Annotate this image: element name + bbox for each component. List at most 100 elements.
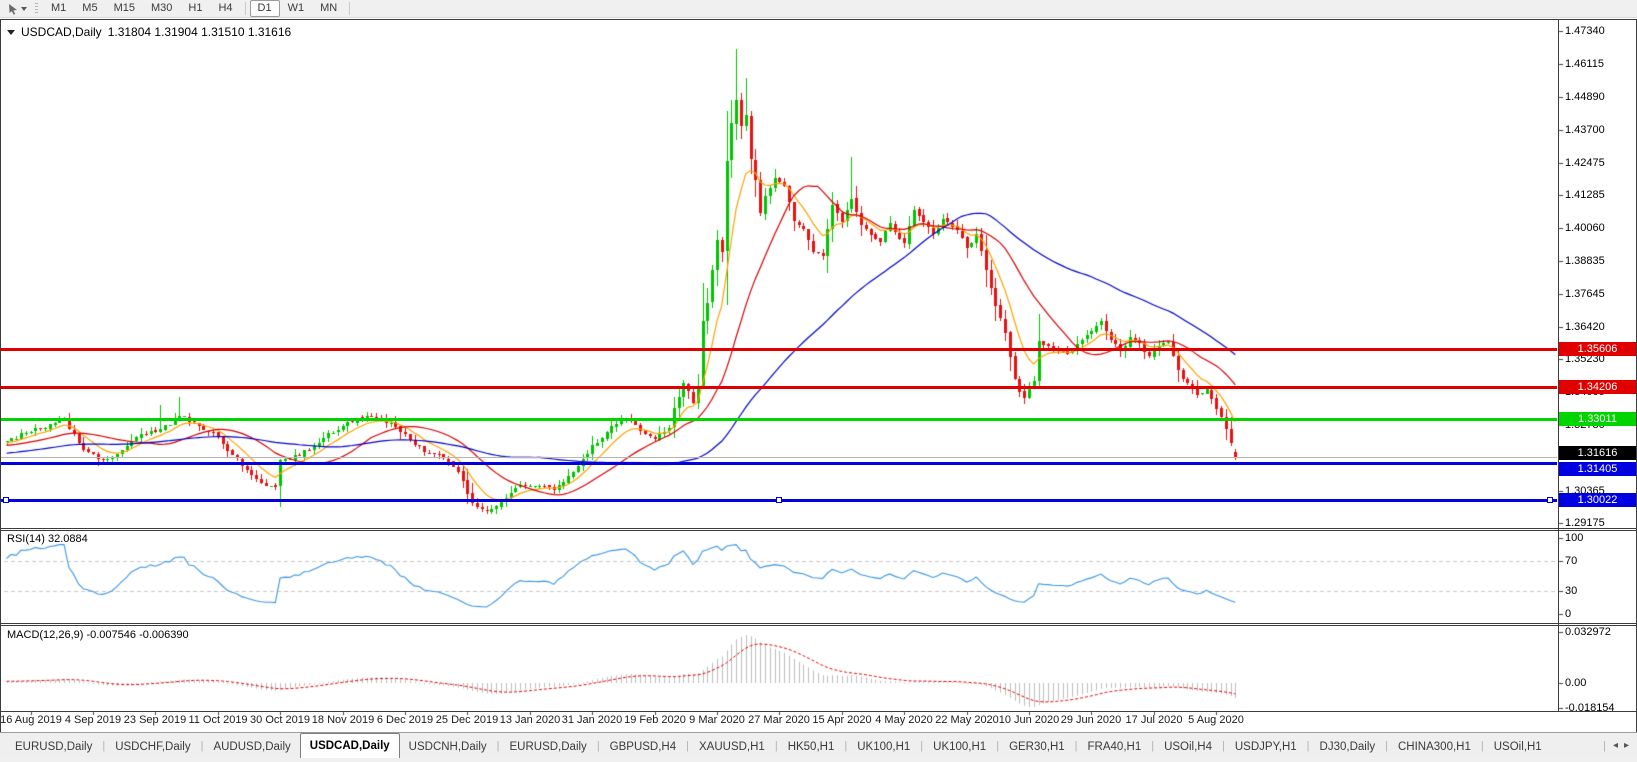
chart-tab-audusd-daily[interactable]: AUDUSD,Daily [213,741,291,753]
tab-separator: | [774,739,778,752]
cursor-tool-button[interactable] [4,3,30,15]
chart-tab-eurusd-daily[interactable]: EURUSD,Daily [15,741,93,753]
hline-price-badge: 1.34206 [1559,380,1636,394]
date-tick-label: 4 May 2020 [875,714,933,726]
main-panel-border-bottom [0,528,1637,529]
chart-tab-ger30-h1[interactable]: GER30,H1 [1009,741,1065,753]
chart-tab-gbpusd-h4[interactable]: GBPUSD,H4 [609,741,677,753]
tab-separator: | [1480,739,1484,752]
tab-separator: | [1151,739,1155,752]
line-drag-handle[interactable] [776,497,782,503]
toolbar-grip-handle[interactable] [35,2,38,15]
chart-tab-dj30-daily[interactable]: DJ30,Daily [1319,741,1376,753]
timeframe-button-h1[interactable]: H1 [188,2,203,14]
timeframe-button-w1[interactable]: W1 [287,2,305,14]
hline-price-badge: 1.30022 [1559,493,1636,507]
chart-tab-eurusd-daily[interactable]: EURUSD,Daily [509,741,587,753]
hline-1-33011[interactable] [1,418,1557,421]
toolbar-separator [349,2,351,15]
chart-tab-fra40-h1[interactable]: FRA40,H1 [1087,741,1142,753]
macd-tick-label: 0.00 [1565,677,1587,689]
tab-separator: | [102,739,106,752]
chart-tab-usdcad-daily[interactable]: USDCAD,Daily [299,733,400,758]
date-tick-label: 18 Nov 2019 [311,714,375,726]
date-tick-label: 23 Sep 2019 [123,714,187,726]
chart-tab-china300-h1[interactable]: CHINA300,H1 [1398,741,1471,753]
tab-separator: | [1222,739,1225,752]
tab-scroll-right-button[interactable]: ▸ [1623,740,1629,751]
tab-separator: | [1385,739,1388,752]
rsi-tick-label: 100 [1565,532,1584,544]
chart-tab-usdchf-daily[interactable]: USDCHF,Daily [115,741,191,753]
chart-tab-usoil-h1[interactable]: USOil,H1 [1493,741,1542,753]
date-tick-label: 25 Dec 2019 [435,714,499,726]
chart-menu-caret-icon[interactable] [7,29,15,35]
chart-tab-usdjpy-h1[interactable]: USDJPY,H1 [1234,741,1297,753]
rsi-tick-label: 0 [1565,608,1572,620]
rsi-indicator-label: RSI(14) 32.0884 [7,533,88,545]
rsi-panel-border-top [0,530,1637,531]
chart-tab-usoil-h4[interactable]: USOil,H4 [1164,741,1213,753]
price-tick-label: 1.43700 [1565,124,1605,136]
timeframe-button-mn[interactable]: MN [320,2,338,14]
timeframe-button-m15[interactable]: M15 [113,2,135,14]
price-tick-label: 1.41285 [1565,189,1605,201]
rsi-tick-label: 30 [1565,585,1578,597]
chevron-down-icon [21,6,27,11]
date-tick-label: 4 Sep 2019 [64,714,122,726]
chart-tab-bar: EURUSD,Daily | USDCHF,Daily | AUDUSD,Daily US… [0,732,1637,758]
window-border-top [0,19,1637,20]
tab-separator: | [1603,739,1606,752]
tab-scroll-controls: | ◂ ▸ [1594,740,1637,752]
window-border-left [0,19,1,732]
price-tick-label: 1.46115 [1565,58,1604,70]
hline-price-badge: 1.31405 [1559,462,1636,476]
line-drag-handle[interactable] [3,497,9,503]
chart-tab-uk100-h1[interactable]: UK100,H1 [933,741,987,753]
chart-title-symbol: USDCAD,Daily [21,25,102,39]
tab-scroll-left-button[interactable]: ◂ [1612,740,1618,751]
rsi-tick-label: 70 [1565,555,1578,567]
price-tick-label: 1.35230 [1565,353,1605,365]
tab-separator: | [1074,739,1078,752]
price-tick-label: 1.47340 [1565,25,1605,37]
price-tick-label: 1.37645 [1565,288,1605,300]
macd-tick-label: -0.018154 [1565,702,1615,714]
timeframe-button-m1[interactable]: M1 [51,2,67,14]
cursor-icon [9,3,17,15]
hline-1-34206[interactable] [1,386,1557,389]
date-tick-label: 13 Jan 2020 [499,714,561,726]
tab-separator: | [844,739,848,752]
price-tick-label: 1.40060 [1565,222,1605,234]
price-tick-label: 1.44890 [1565,91,1605,103]
tab-separator: | [200,739,204,752]
timeframe-button-d1[interactable]: D1 [249,0,280,17]
tab-separator: | [1306,739,1310,752]
hline-price-badge: 1.35606 [1559,342,1636,356]
hline-price-badge: 1.33011 [1559,412,1636,426]
hline-1-35606[interactable] [1,348,1557,351]
chart-tab-uk100-h1[interactable]: UK100,H1 [857,741,911,753]
tab-separator: | [496,739,500,752]
toolbar-separator [244,2,246,15]
date-tick-label: 31 Jan 2020 [561,714,623,726]
line-drag-handle[interactable] [1547,497,1553,503]
date-tick-label: 11 Oct 2019 [188,714,248,726]
hline-1-31405[interactable] [1,462,1557,465]
price-axis-separator [1558,20,1559,711]
price-tick-label: 1.42475 [1565,157,1605,169]
date-tick-label: 6 Dec 2019 [376,714,434,726]
price-tick-label: 1.38835 [1565,255,1605,267]
tab-separator: | [596,739,600,752]
rsi-panel-border-bottom [0,623,1637,624]
timeframe-button-h4[interactable]: H4 [218,2,233,14]
timeframe-button-m5[interactable]: M5 [82,2,98,14]
chart-tab-xauusd-h1[interactable]: XAUUSD,H1 [699,741,765,753]
timeframe-toolbar: M1 M5 M15 M30 H1 H4 D1 W1 MN [0,0,1637,18]
chart-tab-usdcnh-daily[interactable]: USDCNH,Daily [408,741,487,753]
date-tick-label: 30 Oct 2019 [250,714,310,726]
timeframe-button-m30[interactable]: M30 [150,2,173,14]
chart-tab-hk50-h1[interactable]: HK50,H1 [787,741,835,753]
